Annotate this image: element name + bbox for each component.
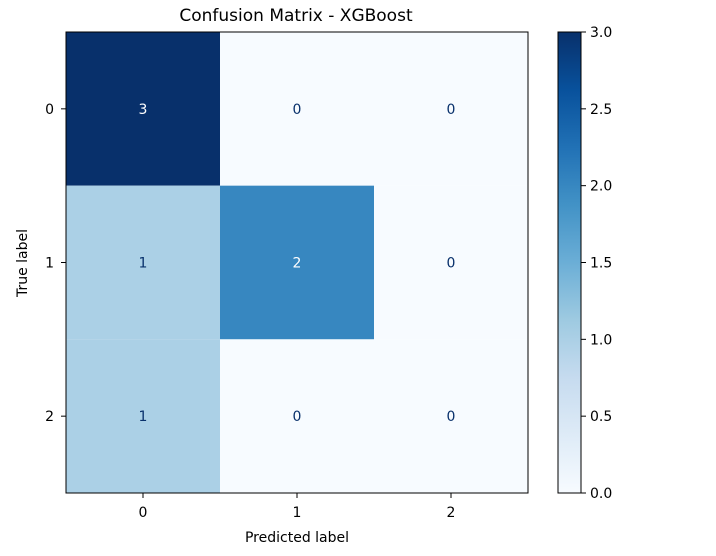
- heatmap-cell: [374, 32, 528, 186]
- cell-value-label: 0: [447, 256, 456, 272]
- heatmap-cell: [66, 32, 220, 186]
- colorbar-tick-label: 3.0: [590, 25, 612, 41]
- heatmap-cell: [66, 185, 220, 340]
- chart-title: Confusion Matrix - XGBoost: [179, 6, 413, 26]
- cell-value-label: 1: [139, 256, 148, 272]
- y-tick-label: 2: [45, 409, 54, 425]
- colorbar-tick-label: 2.0: [590, 179, 612, 195]
- cell-value-label: 0: [293, 409, 302, 425]
- cell-value-label: 0: [447, 102, 456, 118]
- colorbar-tick-label: 1.5: [590, 256, 612, 272]
- heatmap-cell: [66, 339, 220, 493]
- cell-value-label: 0: [447, 409, 456, 425]
- heatmap-cell: [374, 339, 528, 493]
- x-tick-label: 0: [139, 505, 148, 521]
- heatmap-cell: [220, 339, 374, 493]
- cell-value-label: 3: [139, 102, 148, 118]
- colorbar-tick-label: 0.0: [590, 486, 612, 502]
- x-tick-label: 1: [293, 505, 302, 521]
- x-axis-ticks: 0 1 2: [139, 493, 456, 521]
- cell-value-label: 2: [293, 256, 302, 272]
- colorbar-tick-label: 0.5: [590, 409, 612, 425]
- y-axis-label: True label: [15, 229, 31, 298]
- heatmap-cells: 3 0 0 1 2 0 1 0 0: [66, 32, 528, 493]
- colorbar: [557, 31, 582, 494]
- heatmap-cell: [220, 32, 374, 186]
- colorbar-tick-label: 2.5: [590, 102, 612, 118]
- colorbar-tick-label: 1.0: [590, 332, 612, 348]
- x-axis-label: Predicted label: [245, 530, 349, 546]
- colorbar-ticks: 0.0 0.5 1.0 1.5 2.0 2.5 3.0: [581, 25, 612, 502]
- heatmap-cell: [220, 185, 374, 340]
- y-axis-ticks: 0 1 2: [45, 102, 66, 425]
- cell-value-label: 1: [139, 409, 148, 425]
- y-tick-label: 1: [45, 256, 54, 272]
- x-tick-label: 2: [447, 505, 456, 521]
- y-tick-label: 0: [45, 102, 54, 118]
- cell-value-label: 0: [293, 102, 302, 118]
- heatmap-cell: [374, 185, 528, 340]
